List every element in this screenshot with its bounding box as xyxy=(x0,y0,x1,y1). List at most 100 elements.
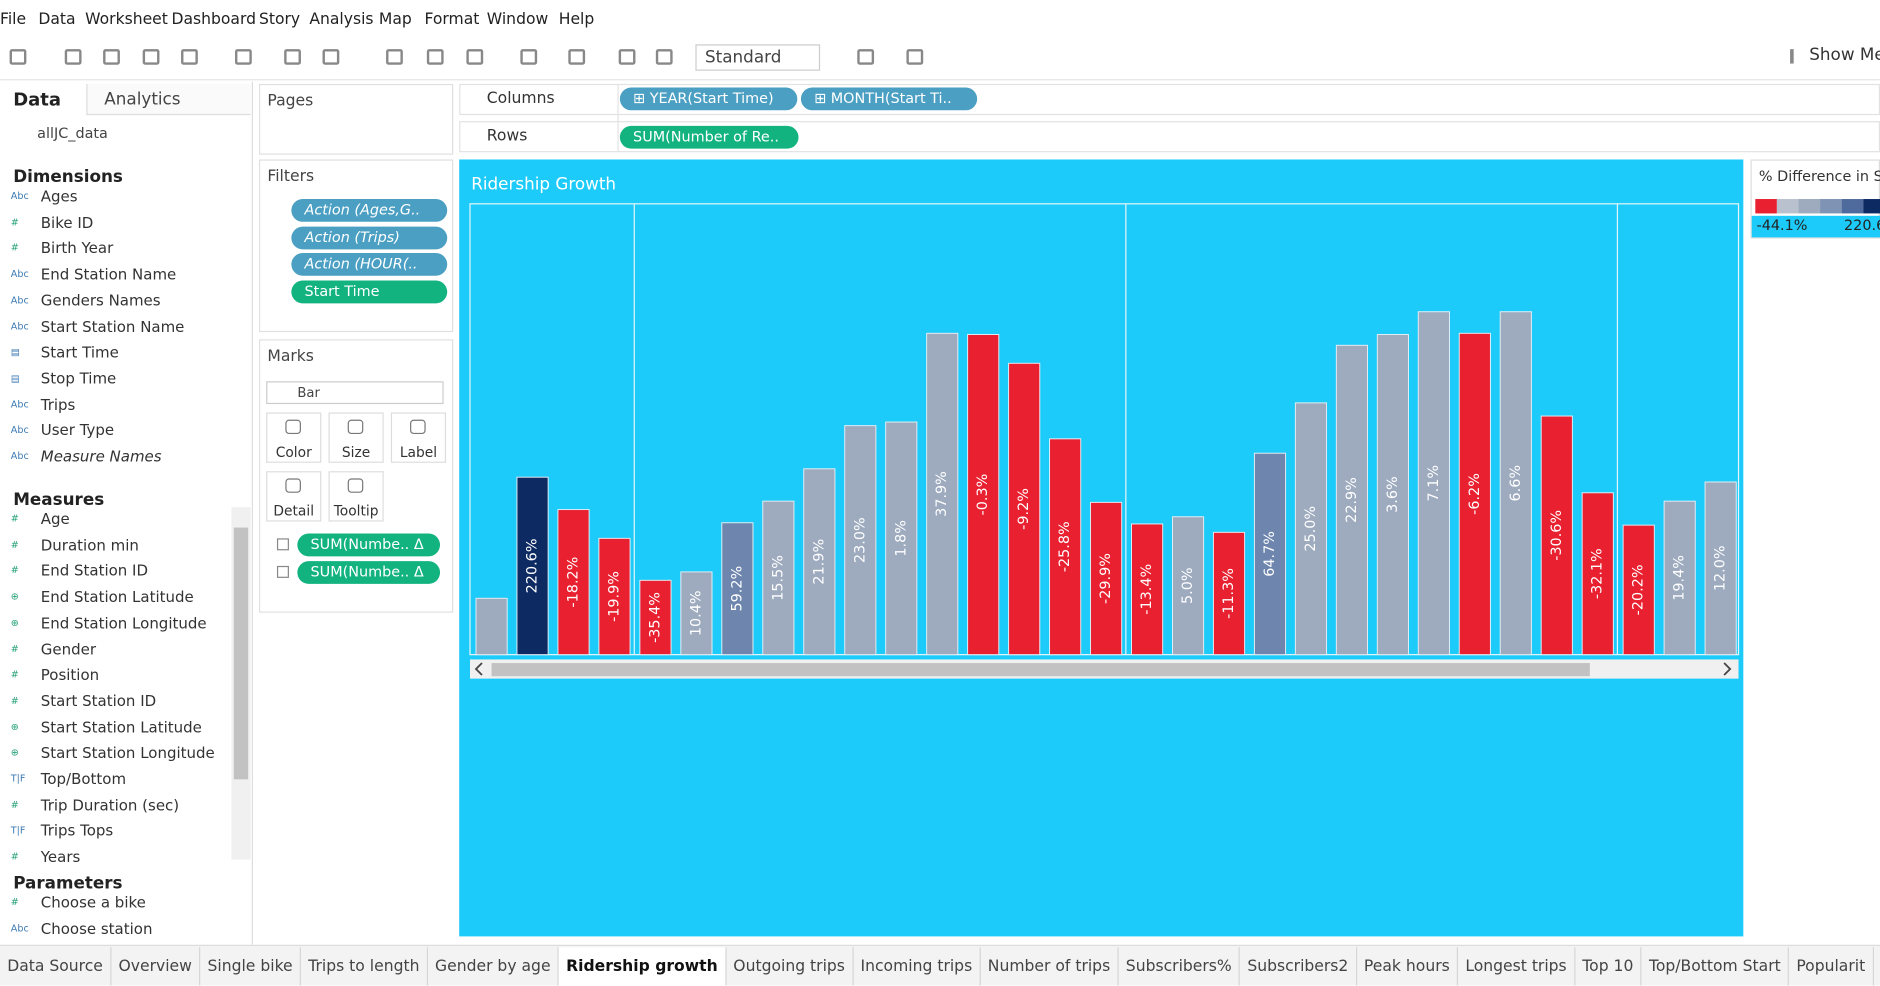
sheet-tab[interactable]: Overview xyxy=(111,946,201,986)
row-pill[interactable]: SUM(Number of Re.. xyxy=(619,125,799,149)
toolbar-icon[interactable] xyxy=(618,49,636,65)
menu-item[interactable]: File xyxy=(0,10,27,29)
toolbar-icon[interactable] xyxy=(426,49,444,65)
mark-button[interactable] xyxy=(266,471,322,522)
toolbar-icon[interactable] xyxy=(520,49,538,65)
toolbar-icon[interactable] xyxy=(284,49,301,65)
mark-button[interactable] xyxy=(328,412,384,463)
field-name[interactable]: Measure Names xyxy=(40,447,162,466)
field-name[interactable]: Trip Duration (sec) xyxy=(40,795,180,814)
field-name[interactable]: Birth Year xyxy=(40,239,114,258)
sheet-tab[interactable]: Data Source xyxy=(0,946,112,986)
menu-item[interactable]: Window xyxy=(486,10,549,29)
field-name[interactable]: Choose a bike xyxy=(40,893,146,912)
field-name[interactable]: Duration min xyxy=(40,535,139,554)
field-name[interactable]: Trips xyxy=(40,395,76,414)
field-name[interactable]: Start Station Latitude xyxy=(40,717,202,736)
field-name[interactable]: Bike ID xyxy=(40,213,94,232)
view-mode-select[interactable]: Standard xyxy=(695,44,821,71)
field-name[interactable]: End Station Name xyxy=(40,265,177,284)
sheet-tab[interactable]: Ridership growth xyxy=(558,946,727,986)
toolbar-icon[interactable] xyxy=(386,49,403,65)
field-name[interactable]: Start Time xyxy=(40,343,119,362)
toolbar-icon[interactable] xyxy=(906,49,924,65)
sheet-tab[interactable]: Top/Bottom Start xyxy=(1642,946,1790,986)
field-name[interactable]: Stop Time xyxy=(40,369,117,388)
toolbar-icon[interactable] xyxy=(322,49,340,65)
menu-item[interactable]: Analysis xyxy=(309,10,374,29)
menu-item[interactable]: Format xyxy=(424,10,480,29)
mark-pill[interactable]: SUM(Numbe.. Δ xyxy=(297,533,441,557)
mark-pill-icon xyxy=(276,565,289,578)
toolbar-icon[interactable] xyxy=(9,49,27,65)
field-icon: ⊕ xyxy=(10,721,19,733)
field-name[interactable]: Gender xyxy=(40,639,97,658)
sheet-tab[interactable]: Peak hours xyxy=(1357,946,1459,986)
field-name[interactable]: End Station Longitude xyxy=(40,613,207,632)
chart-title: Ridership Growth xyxy=(471,173,616,193)
field-name[interactable]: End Station ID xyxy=(40,561,149,580)
bar xyxy=(1704,481,1737,656)
sheet-tab[interactable]: Number of trips xyxy=(981,946,1119,986)
sheet-tab[interactable]: Outgoing trips xyxy=(726,946,854,986)
menu-item[interactable]: Data xyxy=(38,10,76,29)
menu-item[interactable]: Story xyxy=(258,10,301,29)
toolbar-icon[interactable] xyxy=(568,49,586,65)
mark-button[interactable] xyxy=(328,471,384,522)
column-pill[interactable]: ⊞ MONTH(Start Ti.. xyxy=(800,87,978,111)
sheet-tab[interactable]: Popularit xyxy=(1789,946,1874,986)
sheet-tab[interactable]: Trips to length xyxy=(301,946,428,986)
sheet-tab[interactable]: Subscribers2 xyxy=(1240,946,1357,986)
field-name[interactable]: Start Station Longitude xyxy=(40,743,215,762)
filter-pill[interactable]: Action (Trips) xyxy=(291,226,448,249)
mark-button-icon xyxy=(347,419,364,435)
field-name[interactable]: End Station Latitude xyxy=(40,587,194,606)
field-name[interactable]: Trips Tops xyxy=(40,821,114,840)
toolbar-icon[interactable] xyxy=(64,49,82,65)
menu-item[interactable]: Help xyxy=(558,10,595,29)
mark-button[interactable] xyxy=(390,412,447,463)
sheet-tab[interactable]: Longest trips xyxy=(1458,946,1576,986)
toolbar-icon[interactable] xyxy=(655,49,673,65)
menu-item[interactable]: Map xyxy=(378,10,412,29)
scrollbar-thumb[interactable] xyxy=(233,527,249,780)
field-name[interactable]: Years xyxy=(40,847,81,866)
bar-label: -19.9% xyxy=(606,571,622,622)
filter-pill[interactable]: Start Time xyxy=(291,279,448,303)
sheet-tab[interactable]: Single bike xyxy=(200,946,302,986)
bar xyxy=(1540,415,1573,656)
menu-item[interactable]: Worksheet xyxy=(85,10,168,29)
field-name[interactable]: Genders Names xyxy=(40,291,161,310)
field-name[interactable]: Top/Bottom xyxy=(40,769,127,788)
column-pill[interactable]: ⊞ YEAR(Start Time) xyxy=(619,87,798,111)
mark-type-select[interactable] xyxy=(266,381,444,405)
toolbar-icon[interactable] xyxy=(235,49,252,65)
data-tab[interactable]: Data xyxy=(13,88,61,111)
field-name[interactable]: Ages xyxy=(40,187,78,206)
toolbar-icon[interactable] xyxy=(466,49,484,65)
analytics-tab[interactable]: Analytics xyxy=(104,89,181,110)
legend-max: 220.6% xyxy=(1844,217,1880,234)
toolbar-icon[interactable] xyxy=(142,49,160,65)
toolbar-icon[interactable] xyxy=(103,49,120,65)
show-me-button[interactable]: Show Me xyxy=(1809,45,1880,65)
field-name[interactable]: User Type xyxy=(40,421,115,440)
field-name[interactable]: Position xyxy=(40,665,100,684)
field-icon: # xyxy=(10,513,19,524)
field-name[interactable]: Start Station ID xyxy=(40,691,157,710)
field-name[interactable]: Choose station xyxy=(40,919,153,938)
toolbar-icon[interactable] xyxy=(181,49,198,65)
mark-type[interactable]: Bar xyxy=(297,384,320,401)
field-name[interactable]: Age xyxy=(40,509,70,528)
menu-item[interactable]: Dashboard xyxy=(171,10,257,29)
sheet-tab[interactable]: Incoming trips xyxy=(853,946,981,986)
mark-button[interactable] xyxy=(266,412,322,463)
field-name[interactable]: Start Station Name xyxy=(40,317,185,336)
sheet-tab[interactable]: Subscribers% xyxy=(1119,946,1241,986)
filter-pill[interactable]: Action (Ages,G.. xyxy=(291,199,448,222)
mark-pill[interactable]: SUM(Numbe.. Δ xyxy=(297,561,441,584)
toolbar-icon[interactable] xyxy=(857,49,875,65)
sheet-tab[interactable]: Top 10 xyxy=(1575,946,1642,986)
filter-pill[interactable]: Action (HOUR(.. xyxy=(291,252,448,276)
sheet-tab[interactable]: Gender by age xyxy=(428,946,559,986)
